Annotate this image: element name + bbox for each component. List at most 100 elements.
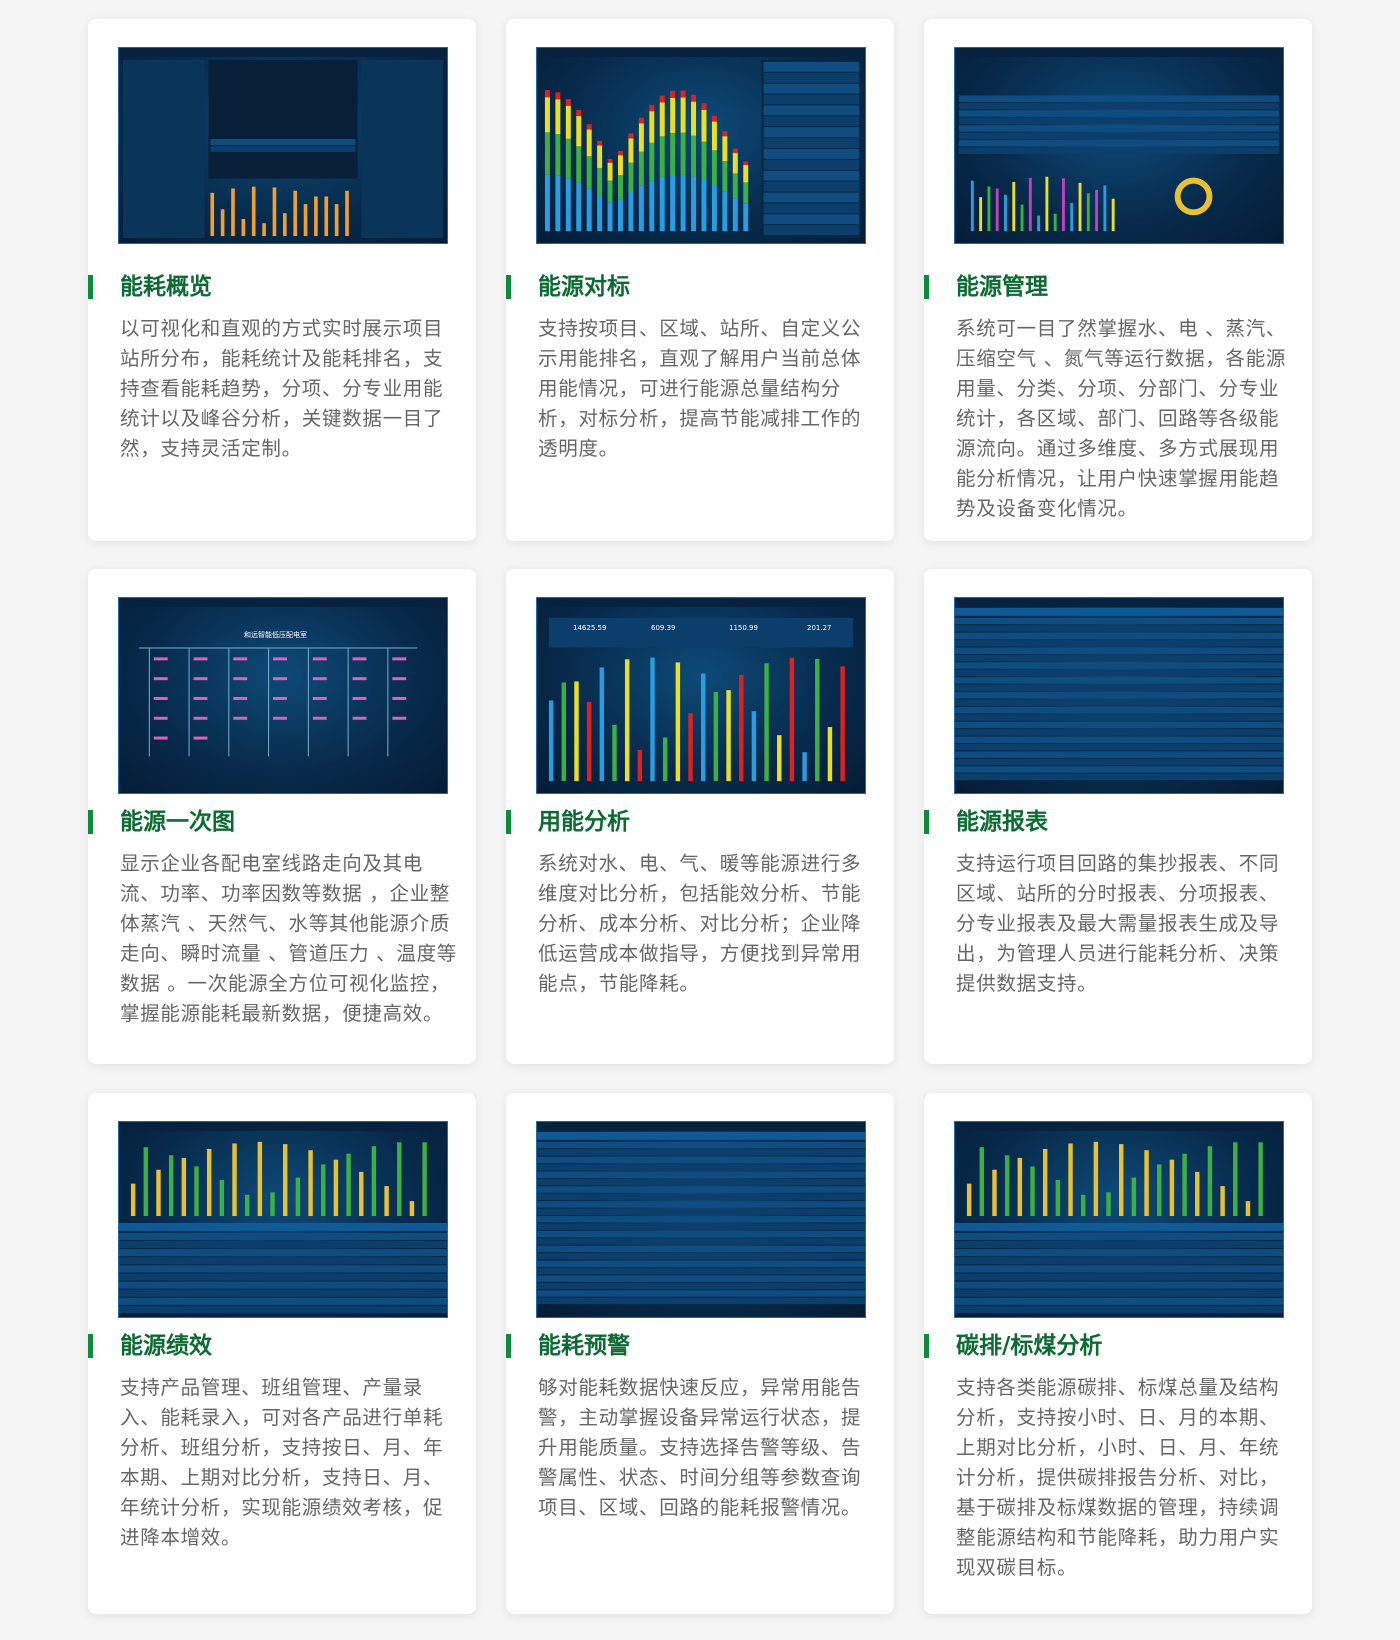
thumb-table-row	[958, 110, 1280, 117]
thumb-bar	[597, 195, 603, 232]
thumb-bar	[206, 1148, 212, 1217]
thumb-bar	[422, 1142, 427, 1217]
thumb-table-row	[537, 1238, 865, 1245]
thumb-table-row	[955, 684, 1283, 692]
accent-bar	[88, 275, 93, 299]
screenshot-thumbnail	[536, 47, 866, 244]
thumb-table-row	[119, 1249, 447, 1257]
thumb-table-row	[537, 1253, 865, 1260]
thumb-bar	[130, 1183, 136, 1217]
thumb-bar	[409, 1201, 415, 1217]
screenshot-thumbnail	[118, 47, 448, 244]
thumb-label	[153, 736, 168, 740]
card-description: 支持按项目、区域、站所、自定义公示用能排名，直观了解用户当前总体用能情况，可进行…	[538, 317, 862, 460]
thumb-bar	[308, 1150, 313, 1217]
thumb-shape	[119, 1222, 447, 1231]
feature-card[interactable]: 能源管理 系统可一目了然掌握水、电 、蒸汽、压缩空气 、氮气等运行数据，各能源用量…	[924, 19, 1312, 541]
thumb-bar	[966, 1183, 972, 1217]
thumb-table-row	[955, 751, 1283, 758]
thumb-bar	[649, 180, 655, 232]
thumb-table-row	[537, 1186, 865, 1193]
thumb-bar	[732, 148, 738, 153]
thumb-label	[193, 736, 208, 740]
thumbnail-graphic	[537, 48, 865, 239]
thumb-table-row	[958, 117, 1280, 125]
card-title: 能源管理	[956, 274, 1048, 300]
thumb-table-row	[955, 714, 1283, 721]
thumb-bar	[257, 1141, 263, 1217]
thumb-bar	[1103, 185, 1107, 232]
thumb-table-row	[955, 662, 1283, 669]
card-title: 能耗预警	[538, 1333, 630, 1359]
thumb-table-row	[537, 1216, 865, 1223]
thumb-table-row	[537, 1164, 865, 1171]
thumb-table-row	[210, 145, 356, 152]
thumb-bar	[561, 682, 567, 782]
thumb-label	[193, 677, 208, 681]
thumb-shape	[955, 607, 1283, 616]
thumb-bar	[194, 1166, 199, 1217]
feature-card[interactable]: 和远智能低压配电室 能源一次图 显示企业各配电室线路走向及其电流、功率、功率因数等数…	[88, 569, 476, 1064]
thumb-bar	[1207, 1146, 1213, 1217]
feature-card[interactable]: 能源报表 支持运行项目回路的集抄报表、不同区域、站所的分时报表、分项报表、分专业报…	[924, 569, 1312, 1064]
thumb-table-row	[955, 692, 1283, 699]
thumb-bar	[321, 1164, 326, 1217]
thumb-bar	[1245, 1201, 1251, 1217]
thumb-table-row	[763, 159, 860, 170]
feature-card[interactable]: 能耗预警 够对能耗数据快速反应，异常用能告警，主动掌握设备异常运行状态，提升用能质…	[506, 1093, 894, 1614]
accent-bar	[924, 810, 929, 834]
thumb-bar	[565, 99, 571, 106]
thumb-bar	[1004, 1155, 1010, 1217]
thumb-bar	[1020, 204, 1024, 232]
thumbnail-stat: 14625.59	[573, 624, 607, 632]
thumb-label	[193, 696, 208, 700]
feature-card[interactable]: 能耗概览 以可视化和直观的方式实时展示项目站所分布，能耗统计及能耗排名，支持查看能…	[88, 19, 476, 541]
thumb-table-row	[763, 214, 860, 225]
feature-card[interactable]: 能源绩效 支持产品管理、班组管理、产量录入、能耗录入，可对各产品进行单耗分析、班组…	[88, 1093, 476, 1614]
thumb-table-row	[537, 1245, 865, 1253]
thumb-bar	[739, 674, 744, 782]
thumb-line	[188, 647, 190, 757]
thumb-table-row	[958, 132, 1280, 140]
thumb-bar	[295, 1177, 301, 1217]
thumb-bar	[576, 109, 582, 117]
screenshot-thumbnail	[954, 47, 1284, 244]
thumb-table-row	[958, 125, 1280, 132]
thumb-table-row	[537, 1156, 865, 1164]
thumb-bar	[156, 1169, 161, 1217]
thumb-shape	[122, 59, 205, 239]
thumb-table-row	[955, 647, 1283, 654]
feature-card[interactable]: 碳排/标煤分析 支持各类能源碳排、标煤总量及结构分析，支持按小时、日、月的本期、上…	[924, 1093, 1312, 1614]
feature-card[interactable]: 14625.59 609.39 1150.99 201.27 用能分析 系统对水、电、气、…	[506, 569, 894, 1064]
thumb-bar	[815, 658, 820, 782]
thumb-label	[312, 657, 327, 661]
feature-card[interactable]: 能源对标 支持按项目、区域、站所、自定义公示用能排名，直观了解用户当前总体用能情况…	[506, 19, 894, 541]
thumb-bar	[691, 101, 697, 136]
thumb-bar	[680, 97, 686, 133]
accent-bar	[506, 810, 511, 834]
thumb-bar	[599, 667, 605, 782]
thumb-table-row	[119, 1273, 447, 1281]
thumb-bar	[670, 132, 676, 175]
thumb-bar	[143, 1147, 149, 1217]
thumb-bar	[691, 135, 697, 177]
thumb-bar	[701, 141, 707, 181]
thumb-bar	[1028, 177, 1032, 232]
thumb-bar	[1169, 1159, 1175, 1217]
thumb-table-row	[119, 1305, 447, 1314]
thumb-bar	[691, 176, 697, 232]
screenshot-thumbnail: 和远智能低压配电室	[118, 597, 448, 794]
thumb-bar	[628, 138, 634, 163]
accent-bar	[88, 810, 93, 834]
thumb-bar	[650, 657, 655, 782]
thumbnail-stat: 609.39	[651, 624, 676, 632]
thumb-bar	[1037, 215, 1041, 232]
thumb-bar	[628, 192, 634, 232]
accent-bar	[924, 1334, 929, 1358]
thumb-bar	[992, 1169, 997, 1217]
thumb-table-row	[537, 1223, 865, 1230]
thumb-bar	[555, 175, 561, 232]
thumb-table-row	[119, 1289, 447, 1297]
thumb-bar	[1106, 1192, 1111, 1217]
thumb-toolbar	[955, 1122, 1283, 1131]
